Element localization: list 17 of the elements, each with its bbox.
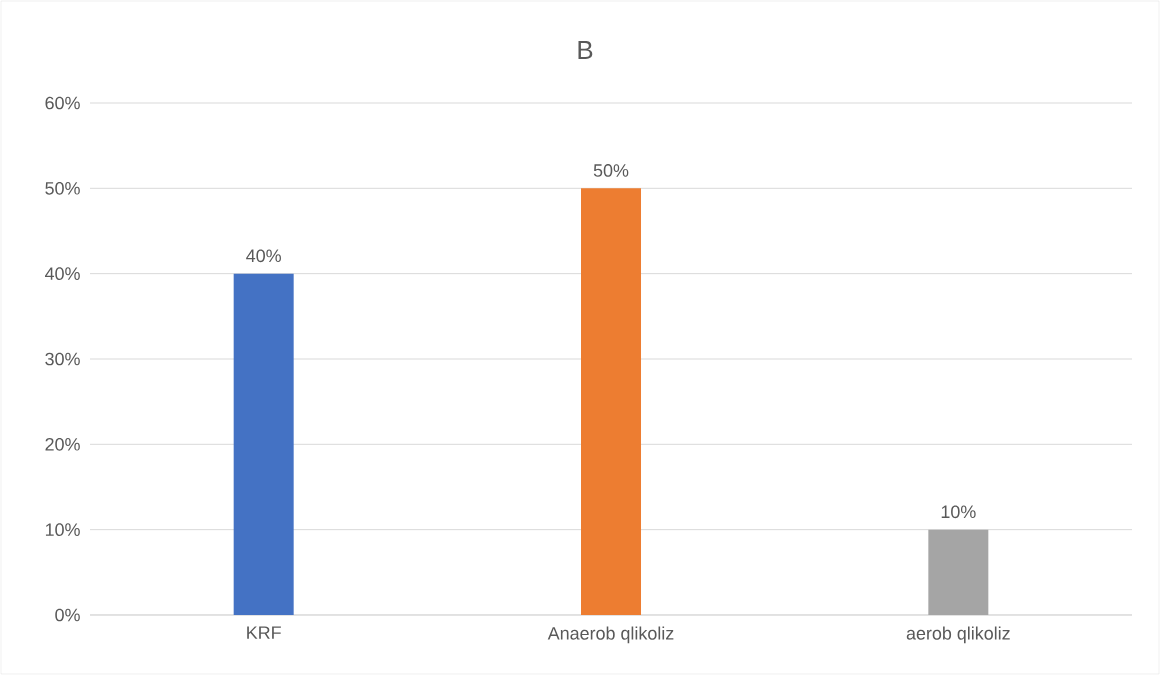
data-label: 40%	[246, 249, 281, 263]
x-tick-label: Anaerob qlikoliz	[547, 626, 674, 644]
y-tick-label: 60%	[45, 96, 80, 110]
y-tick-label: 0%	[55, 608, 80, 622]
y-tick-label: 40%	[45, 267, 80, 280]
data-label: 10%	[941, 505, 976, 519]
y-tick-label: 10%	[45, 523, 80, 536]
bar	[928, 529, 989, 615]
bar	[233, 273, 294, 615]
x-tick-label: aerob qlikoliz	[906, 626, 1010, 644]
y-tick-label: 20%	[45, 437, 80, 451]
bar	[581, 188, 642, 615]
y-tick-label: 30%	[45, 352, 80, 366]
x-tick-label: KRF	[247, 626, 281, 639]
data-label: 50%	[593, 164, 629, 177]
chart-title: B	[578, 41, 593, 59]
y-tick-label: 50%	[45, 181, 80, 195]
